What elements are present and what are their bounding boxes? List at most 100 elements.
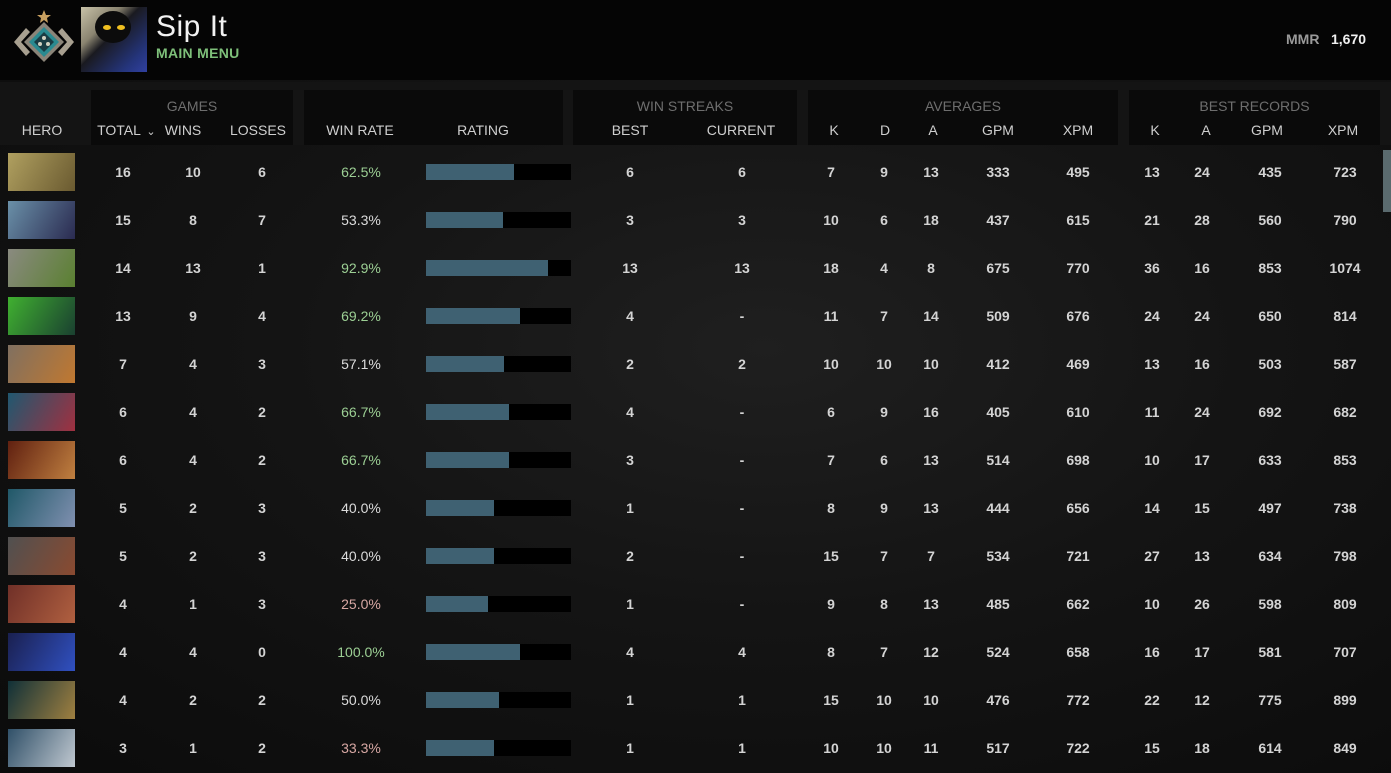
col-win-rate[interactable]: WIN RATE bbox=[326, 122, 394, 138]
cell-gpm: 524 bbox=[986, 644, 1010, 660]
col-best-a[interactable]: A bbox=[1201, 122, 1211, 138]
main-menu-link[interactable]: MAIN MENU bbox=[156, 45, 240, 61]
hero-portrait[interactable] bbox=[8, 297, 75, 335]
cell-bk: 27 bbox=[1144, 548, 1160, 564]
cell-ba: 13 bbox=[1194, 548, 1210, 564]
col-best-k[interactable]: K bbox=[1150, 122, 1160, 138]
cell-ba: 12 bbox=[1194, 692, 1210, 708]
col-rating[interactable]: RATING bbox=[457, 122, 509, 138]
col-wins[interactable]: WINS bbox=[164, 122, 202, 138]
cell-bgpm: 435 bbox=[1258, 164, 1282, 180]
cell-win-rate: 53.3% bbox=[341, 212, 381, 228]
col-best-gpm[interactable]: GPM bbox=[1251, 122, 1283, 138]
cell-bk: 13 bbox=[1144, 356, 1160, 372]
cell-total: 4 bbox=[119, 692, 127, 708]
rating-bar-fill bbox=[426, 164, 515, 180]
cell-a: 10 bbox=[923, 692, 939, 708]
cell-win-rate: 50.0% bbox=[341, 692, 381, 708]
cell-gpm: 444 bbox=[986, 500, 1010, 516]
cell-losses: 3 bbox=[258, 548, 266, 564]
cell-total: 15 bbox=[115, 212, 131, 228]
cell-gpm: 485 bbox=[986, 596, 1010, 612]
cell-best: 4 bbox=[626, 404, 634, 420]
col-losses[interactable]: LOSSES bbox=[229, 122, 287, 138]
col-total[interactable]: TOTAL bbox=[97, 122, 141, 138]
hero-portrait[interactable] bbox=[8, 153, 75, 191]
cell-d: 7 bbox=[880, 644, 888, 660]
hero-portrait[interactable] bbox=[8, 249, 75, 287]
hero-portrait[interactable] bbox=[8, 489, 75, 527]
chevron-down-icon[interactable]: ⌄ bbox=[146, 126, 156, 138]
col-avg-xpm[interactable]: XPM bbox=[1062, 122, 1094, 138]
cell-win-rate: 66.7% bbox=[341, 404, 381, 420]
cell-k: 18 bbox=[823, 260, 839, 276]
rating-bar bbox=[426, 548, 571, 564]
hero-portrait[interactable] bbox=[8, 729, 75, 767]
cell-total: 4 bbox=[119, 596, 127, 612]
col-best[interactable]: BEST bbox=[611, 122, 649, 138]
cell-best: 13 bbox=[622, 260, 638, 276]
cell-current: 13 bbox=[734, 260, 750, 276]
hero-portrait[interactable] bbox=[8, 681, 75, 719]
cell-current: - bbox=[739, 452, 745, 468]
cell-total: 5 bbox=[119, 500, 127, 516]
hero-portrait[interactable] bbox=[8, 585, 75, 623]
hero-portrait[interactable] bbox=[8, 537, 75, 575]
player-name: Sip It bbox=[156, 10, 228, 43]
cell-wins: 2 bbox=[189, 500, 197, 516]
rank-medal-icon bbox=[14, 10, 74, 62]
cell-current: 1 bbox=[738, 692, 746, 708]
cell-a: 8 bbox=[927, 260, 935, 276]
hero-portrait[interactable] bbox=[8, 633, 75, 671]
cell-win-rate: 62.5% bbox=[341, 164, 381, 180]
col-avg-k[interactable]: K bbox=[829, 122, 839, 138]
col-best-xpm[interactable]: XPM bbox=[1327, 122, 1359, 138]
rating-bar-fill bbox=[426, 500, 495, 516]
cell-losses: 0 bbox=[258, 644, 266, 660]
col-hero[interactable]: HERO bbox=[21, 122, 63, 138]
cell-best: 3 bbox=[626, 212, 634, 228]
cell-xpm: 656 bbox=[1066, 500, 1090, 516]
cell-losses: 2 bbox=[258, 692, 266, 708]
cell-a: 10 bbox=[923, 356, 939, 372]
cell-total: 3 bbox=[119, 740, 127, 756]
cell-gpm: 675 bbox=[986, 260, 1010, 276]
col-avg-gpm[interactable]: GPM bbox=[982, 122, 1014, 138]
hero-portrait[interactable] bbox=[8, 345, 75, 383]
cell-win-rate: 66.7% bbox=[341, 452, 381, 468]
cell-gpm: 333 bbox=[986, 164, 1010, 180]
col-avg-a[interactable]: A bbox=[928, 122, 938, 138]
hero-portrait[interactable] bbox=[8, 393, 75, 431]
scrollbar[interactable] bbox=[1383, 150, 1391, 212]
cell-ba: 17 bbox=[1194, 452, 1210, 468]
hero-portrait[interactable] bbox=[8, 441, 75, 479]
cell-current: 6 bbox=[738, 164, 746, 180]
hero-portrait[interactable] bbox=[8, 201, 75, 239]
cell-bxpm: 682 bbox=[1333, 404, 1357, 420]
cell-k: 8 bbox=[827, 644, 835, 660]
group-best-records bbox=[1129, 90, 1380, 145]
cell-a: 16 bbox=[923, 404, 939, 420]
cell-bgpm: 560 bbox=[1258, 212, 1282, 228]
cell-a: 18 bbox=[923, 212, 939, 228]
cell-total: 13 bbox=[115, 308, 131, 324]
cell-current: - bbox=[739, 404, 745, 420]
player-avatar[interactable] bbox=[81, 7, 147, 72]
cell-k: 11 bbox=[823, 308, 839, 324]
cell-losses: 3 bbox=[258, 596, 266, 612]
rating-bar bbox=[426, 740, 571, 756]
cell-a: 11 bbox=[923, 740, 939, 756]
rating-bar-fill bbox=[426, 548, 495, 564]
cell-losses: 7 bbox=[258, 212, 266, 228]
cell-ba: 24 bbox=[1194, 308, 1210, 324]
rating-bar bbox=[426, 452, 571, 468]
group-rate bbox=[304, 90, 563, 145]
cell-losses: 2 bbox=[258, 404, 266, 420]
rating-bar-fill bbox=[426, 740, 495, 756]
cell-bgpm: 775 bbox=[1258, 692, 1282, 708]
col-avg-d[interactable]: D bbox=[879, 122, 891, 138]
cell-bxpm: 738 bbox=[1333, 500, 1357, 516]
cell-d: 9 bbox=[880, 500, 888, 516]
cell-xpm: 658 bbox=[1066, 644, 1090, 660]
col-current[interactable]: CURRENT bbox=[706, 122, 776, 138]
